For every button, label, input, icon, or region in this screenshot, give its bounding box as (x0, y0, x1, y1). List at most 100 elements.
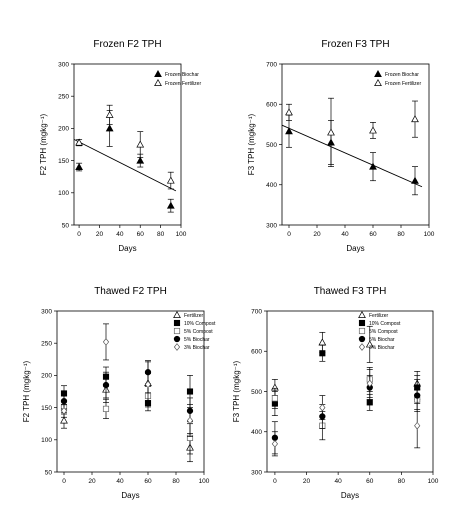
y-tick-label: 600 (251, 349, 262, 356)
data-point (411, 115, 419, 123)
data-point (327, 128, 335, 136)
x-tick-label: 20 (96, 231, 104, 238)
y-tick-label: 300 (266, 222, 277, 229)
y-axis-label: F2 TPH (mgkg⁻¹) (39, 113, 48, 175)
x-tick-label: 20 (88, 478, 96, 485)
x-tick-label: 20 (303, 478, 311, 485)
x-tick-label: 100 (424, 231, 435, 238)
series-1 (271, 325, 422, 396)
y-axis-label: F3 TPH (mgkg⁻¹) (232, 360, 241, 422)
chart-panel-4: Thawed F3 TPH 0 20 40 60 80 100 300 400 500 600 700… (232, 286, 439, 500)
plot-frame (266, 310, 434, 473)
y-tick-label: 400 (251, 429, 262, 436)
y-tick-label: 50 (62, 222, 70, 229)
series-1 (75, 110, 175, 213)
legend-label: Frozen Biochar (165, 72, 199, 78)
data-point (414, 421, 421, 430)
legend-label: Frozen Biochar (385, 72, 419, 78)
x-tick-label: 100 (176, 231, 187, 238)
data-point (369, 126, 377, 134)
data-point (414, 392, 421, 399)
legend-label: 5% Biochar (369, 337, 395, 343)
legend-marker (358, 335, 366, 343)
data-point (136, 140, 145, 148)
chart-title: Thawed F3 TPH (314, 286, 387, 297)
data-point (319, 403, 326, 412)
data-point (285, 108, 293, 116)
series-2 (271, 344, 421, 416)
series-1 (285, 114, 419, 196)
trend-line (73, 138, 177, 192)
y-axis-label: F3 TPH (mgkg⁻¹) (247, 113, 256, 175)
x-tick-label: 0 (273, 478, 277, 485)
data-point (365, 340, 374, 348)
y-tick-label: 150 (41, 405, 52, 412)
data-point (136, 156, 145, 164)
legend-label: Fertilizer (369, 313, 389, 319)
x-tick-label: 40 (116, 478, 124, 485)
data-point (366, 399, 373, 406)
series-5 (271, 369, 421, 457)
y-tick-label: 700 (266, 61, 277, 68)
data-point (75, 163, 83, 171)
y-tick-label: 250 (41, 341, 52, 348)
x-tick-label: 20 (313, 231, 321, 238)
legend-label: Frozen Fertilizer (385, 81, 421, 87)
data-point (166, 201, 175, 209)
trend-line (281, 124, 423, 188)
data-point (285, 127, 293, 135)
legend-label: Fertilizer (184, 313, 204, 319)
y-tick-label: 50 (45, 469, 53, 476)
chart-title: Frozen F2 TPH (93, 39, 161, 50)
data-point (102, 381, 110, 389)
x-tick-label: 0 (77, 231, 81, 238)
y-tick-label: 400 (266, 182, 277, 189)
data-point (271, 395, 278, 402)
series-2 (285, 97, 419, 167)
y-tick-label: 500 (266, 142, 277, 149)
x-tick-label: 60 (369, 231, 377, 238)
y-tick-label: 300 (251, 469, 262, 476)
legend-marker (358, 327, 366, 335)
data-point (166, 176, 175, 184)
data-point (75, 138, 83, 146)
plot-frame (73, 63, 182, 226)
data-point (186, 388, 194, 395)
data-point (411, 176, 419, 184)
data-point (186, 416, 194, 425)
legend-label: 10% Compost (369, 321, 401, 327)
chart-title: Frozen F3 TPH (321, 39, 389, 50)
legend-label: Frozen Fertilizer (165, 81, 201, 87)
chart-panel-2: Frozen F3 TPH 0 20 40 60 80 100 300 400 500 600 700… (247, 39, 435, 253)
legend-label: 5% Compost (184, 329, 213, 335)
data-point (60, 416, 68, 424)
legend-marker (358, 319, 366, 327)
y-tick-label: 100 (58, 190, 69, 197)
x-tick-label: 40 (116, 231, 124, 238)
legend-marker (173, 335, 181, 343)
x-axis-label: Days (346, 244, 364, 253)
y-tick-label: 200 (58, 126, 69, 133)
series-3 (271, 367, 421, 441)
y-tick-label: 100 (41, 437, 52, 444)
x-tick-label: 60 (144, 478, 152, 485)
data-point (60, 398, 68, 405)
y-tick-label: 500 (251, 389, 262, 396)
y-tick-label: 300 (58, 61, 69, 68)
x-tick-label: 80 (157, 231, 165, 238)
x-tick-label: 80 (398, 478, 406, 485)
data-point (319, 350, 326, 357)
x-tick-label: 40 (341, 231, 349, 238)
x-tick-label: 40 (335, 478, 343, 485)
data-point (105, 124, 114, 132)
y-tick-label: 300 (41, 308, 52, 315)
data-point (105, 110, 114, 118)
y-tick-label: 200 (41, 373, 52, 380)
x-tick-label: 60 (366, 478, 374, 485)
legend-marker (358, 310, 366, 318)
y-tick-label: 600 (266, 102, 277, 109)
legend-label: 10% Compost (184, 321, 216, 327)
y-axis-label: F2 TPH (mgkg⁻¹) (22, 360, 31, 422)
legend-label: 5% Biochar (184, 337, 210, 343)
series-3 (60, 385, 194, 455)
